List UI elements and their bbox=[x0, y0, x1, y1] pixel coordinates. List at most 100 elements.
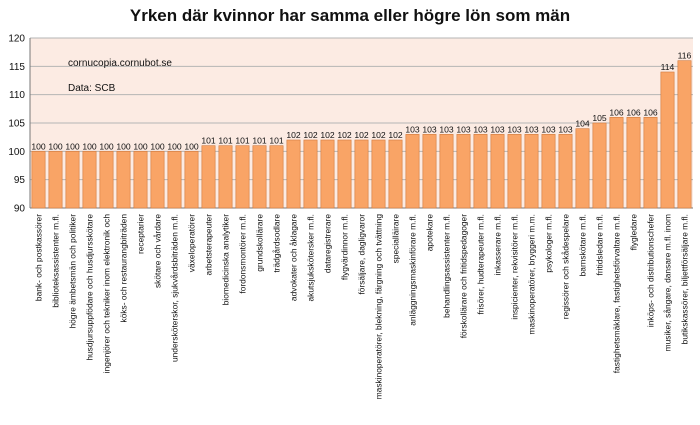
value-label: 102 bbox=[388, 130, 403, 140]
bar bbox=[201, 145, 216, 209]
x-tick-label: biomedicinska analytiker bbox=[221, 214, 231, 305]
value-label: 103 bbox=[490, 124, 505, 134]
bar bbox=[677, 60, 692, 209]
x-tick-label: fritidsledare m.fl. bbox=[595, 214, 605, 275]
x-tick-label: flygledare bbox=[629, 214, 639, 251]
bar bbox=[31, 151, 46, 209]
x-tick-label: växeloperatörer bbox=[187, 214, 197, 272]
value-label: 105 bbox=[592, 113, 607, 123]
value-label: 106 bbox=[643, 107, 658, 117]
chart-title: Yrken där kvinnor har samma eller högre … bbox=[129, 6, 571, 25]
y-tick-label: 100 bbox=[8, 147, 25, 158]
x-tick-label: specialläirare bbox=[391, 214, 401, 264]
y-tick-label: 115 bbox=[9, 62, 25, 73]
x-tick-label: förskollärare och fritidspedagoger bbox=[459, 214, 469, 339]
x-tick-label: maskinoperatörer, blekning, färgning och… bbox=[374, 214, 384, 400]
x-tick-label: inköps- och distributionschefer bbox=[646, 214, 656, 327]
bar bbox=[439, 134, 454, 209]
value-label: 102 bbox=[286, 130, 301, 140]
x-tick-label: maskinoperatörer, bryggeri m.m. bbox=[527, 214, 537, 335]
bar bbox=[184, 151, 199, 209]
annotations: cornucopia.cornubot.se Data: SCB bbox=[68, 58, 172, 94]
x-axis-labels: bank- och postkassörer biblioteksassisten… bbox=[34, 214, 690, 400]
x-tick-label: trädgårdsodlare bbox=[272, 214, 282, 273]
value-label: 102 bbox=[320, 130, 335, 140]
bar bbox=[320, 139, 335, 209]
bar bbox=[286, 139, 301, 209]
x-tick-label: behandlingsassistenter m.fl. bbox=[442, 214, 452, 318]
value-label: 103 bbox=[524, 124, 539, 134]
bar bbox=[218, 145, 233, 209]
x-tick-label: musiker, sångare, dansare m.fl. inom bbox=[663, 214, 673, 351]
y-tick-label: 90 bbox=[14, 204, 26, 215]
x-tick-label: advokater och åklagare bbox=[289, 214, 299, 301]
x-tick-label: butikskassörer, biljettförsäljare m.fl. bbox=[680, 214, 690, 344]
bar bbox=[524, 134, 539, 209]
x-tick-label: undersköterskor, sjukvårdsbiträden m.fl. bbox=[170, 214, 180, 362]
bar bbox=[133, 151, 148, 209]
bar bbox=[473, 134, 488, 209]
value-label: 106 bbox=[626, 107, 641, 117]
x-tick-label: flygvärdinnor m.fl. bbox=[340, 214, 350, 280]
value-label: 101 bbox=[252, 136, 267, 146]
x-tick-label: barnskötare m.fl. bbox=[578, 214, 588, 276]
value-label: 102 bbox=[337, 130, 352, 140]
x-tick-label: arbetsterapeuter bbox=[204, 214, 214, 276]
value-label: 100 bbox=[31, 141, 46, 151]
bar bbox=[269, 145, 284, 209]
value-label: 100 bbox=[99, 141, 114, 151]
bar bbox=[337, 139, 352, 209]
x-tick-label: köks- och restaurangbiträden bbox=[119, 214, 129, 323]
y-tick-label: 95 bbox=[14, 175, 26, 186]
value-label: 103 bbox=[439, 124, 454, 134]
x-tick-label: husdjursuppfödare och husdjursskötare bbox=[85, 214, 95, 361]
value-label: 100 bbox=[133, 141, 148, 151]
value-label: 104 bbox=[575, 119, 590, 129]
x-tick-label: skötare och vårdare bbox=[153, 214, 163, 288]
x-tick-label: apotekare bbox=[425, 214, 435, 252]
x-tick-label: dataregistrerare bbox=[323, 214, 333, 273]
value-label: 103 bbox=[507, 124, 522, 134]
value-label: 101 bbox=[269, 136, 284, 146]
bar bbox=[150, 151, 165, 209]
bar bbox=[592, 122, 607, 209]
y-tick-label: 110 bbox=[9, 90, 25, 101]
bar bbox=[405, 134, 420, 209]
x-tick-label: högre ämbetsmän och politiker bbox=[68, 214, 78, 329]
value-label: 103 bbox=[422, 124, 437, 134]
value-label: 102 bbox=[303, 130, 318, 140]
bar bbox=[252, 145, 267, 209]
x-tick-label: försäljare, dagligvaror bbox=[357, 214, 367, 295]
bar bbox=[558, 134, 573, 209]
annotation-text: Data: SCB bbox=[68, 83, 116, 94]
value-label: 106 bbox=[609, 107, 624, 117]
x-tick-label: grundskollärare bbox=[255, 214, 265, 272]
value-label: 101 bbox=[235, 136, 250, 146]
bar bbox=[643, 117, 658, 209]
x-tick-label: anläggningsmaskinförare m.fl. bbox=[408, 214, 418, 326]
value-label: 103 bbox=[558, 124, 573, 134]
value-label: 100 bbox=[65, 141, 80, 151]
bar bbox=[422, 134, 437, 209]
x-tick-label: inkasserare m.fl. bbox=[493, 214, 503, 275]
value-label: 100 bbox=[150, 141, 165, 151]
x-tick-label: akutsjukskötersker m.fl. bbox=[306, 214, 316, 302]
y-tick-label: 105 bbox=[8, 119, 25, 130]
value-label: 100 bbox=[184, 141, 199, 151]
x-tick-label: fordonsmontörer m.fl. bbox=[238, 214, 248, 294]
bar bbox=[626, 117, 641, 209]
value-label: 100 bbox=[116, 141, 131, 151]
value-label: 103 bbox=[541, 124, 556, 134]
x-tick-label: psykologer m.fl. bbox=[544, 214, 554, 273]
bar bbox=[456, 134, 471, 209]
bar bbox=[116, 151, 131, 209]
x-tick-label: biblioteksassistenter m.fl. bbox=[51, 214, 61, 308]
bar bbox=[99, 151, 114, 209]
x-tick-label: bank- och postkassörer bbox=[34, 214, 44, 301]
x-tick-label: fastighetsmäklare, fastighetsförvaltare … bbox=[612, 214, 622, 373]
y-tick-label: 120 bbox=[8, 34, 25, 45]
bar bbox=[65, 151, 80, 209]
bar bbox=[541, 134, 556, 209]
bar bbox=[371, 139, 386, 209]
